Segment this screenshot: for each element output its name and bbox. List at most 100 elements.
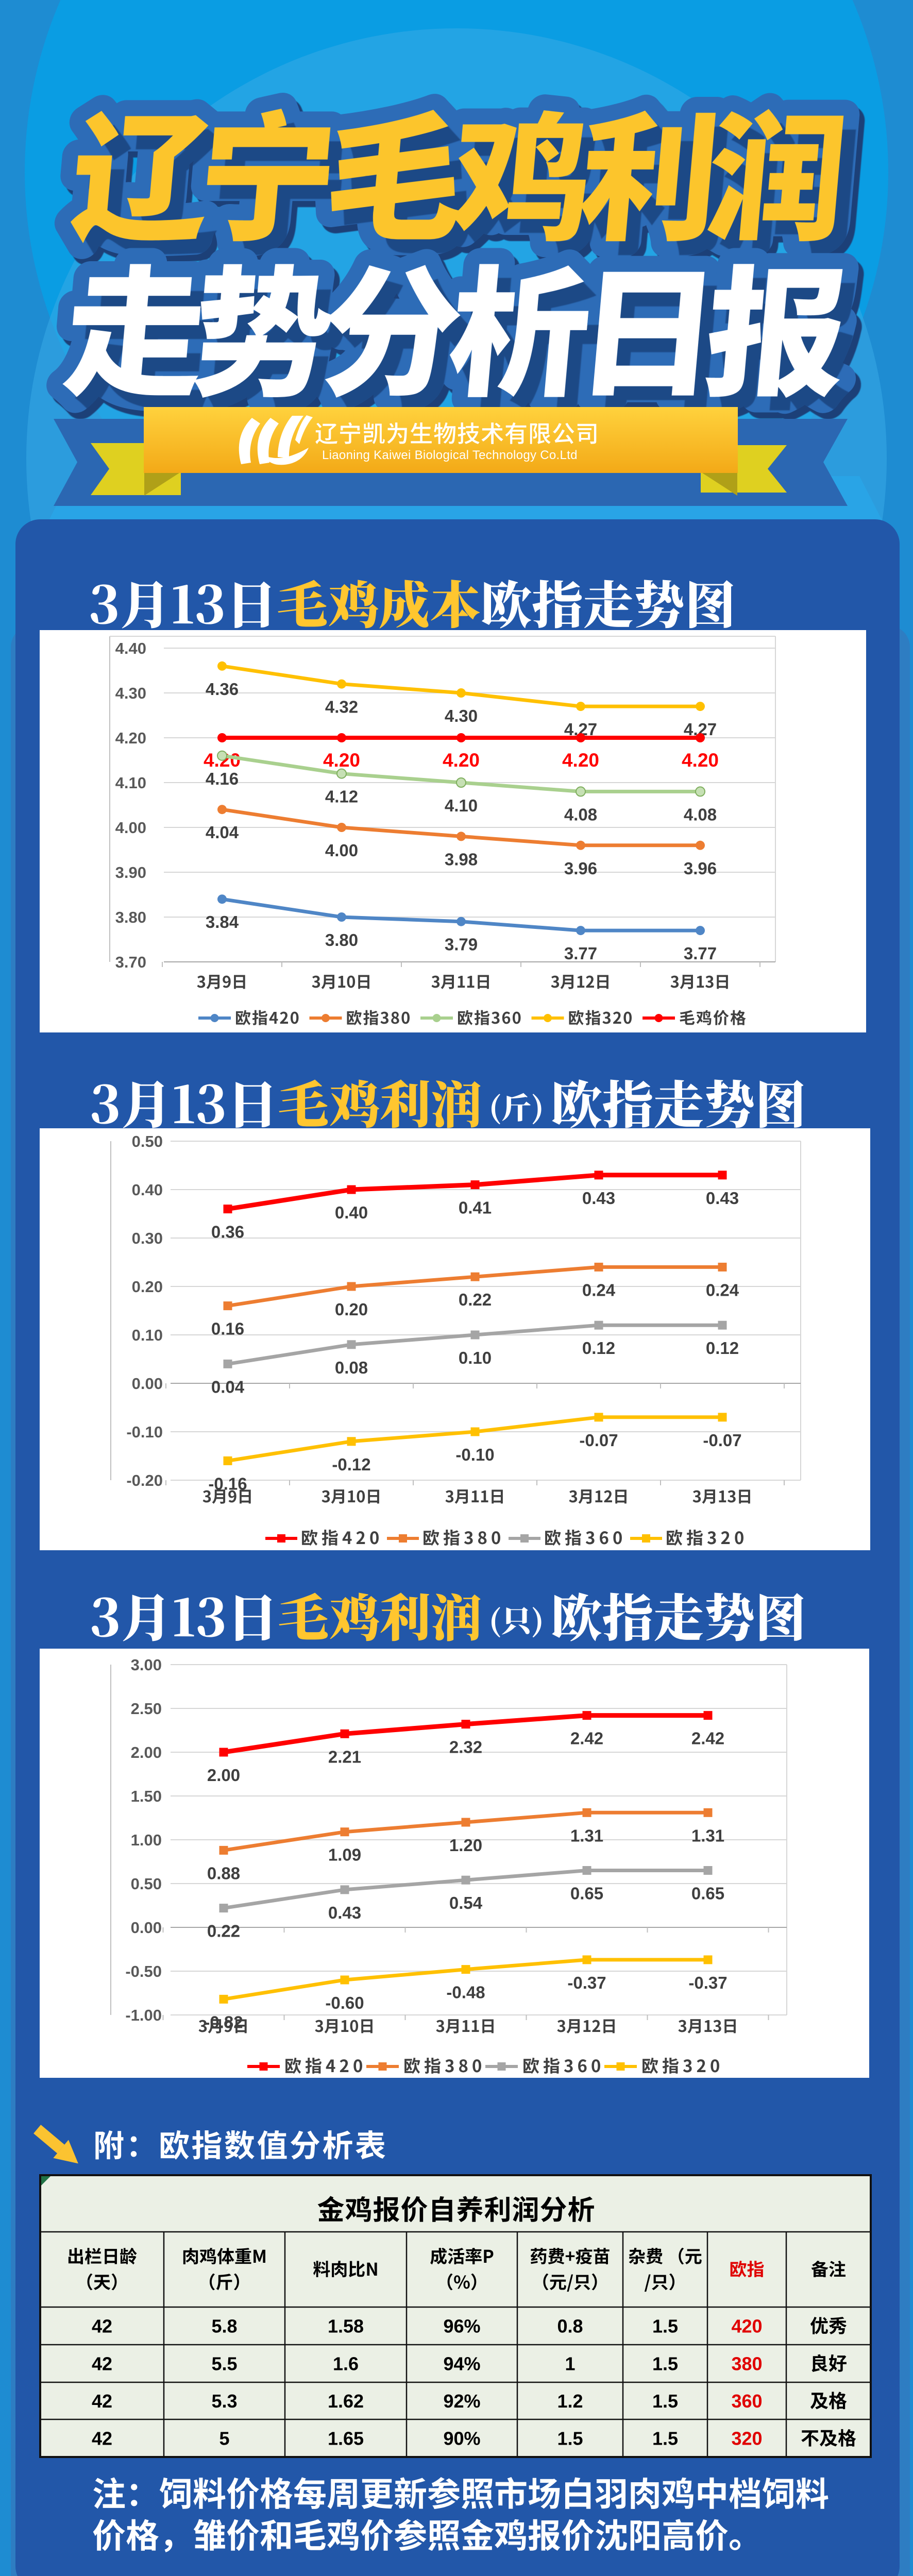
svg-text:-0.48: -0.48 (446, 1983, 485, 2002)
svg-text:1.31: 1.31 (691, 1826, 724, 1845)
svg-text:-0.37: -0.37 (567, 1973, 606, 1992)
svg-text:-0.07: -0.07 (579, 1431, 618, 1450)
svg-text:5.3: 5.3 (211, 2391, 237, 2412)
svg-text:1.2: 1.2 (557, 2391, 583, 2412)
svg-text:1.5: 1.5 (652, 2316, 678, 2337)
svg-text:3.00: 3.00 (131, 1656, 162, 1674)
svg-text:-0.20: -0.20 (126, 1471, 163, 1489)
svg-text:-0.37: -0.37 (688, 1973, 727, 1992)
svg-text:3.79: 3.79 (445, 935, 478, 954)
svg-text:3.77: 3.77 (564, 944, 597, 963)
svg-text:-0.16: -0.16 (208, 1474, 247, 1493)
svg-text:0.10: 0.10 (132, 1326, 163, 1344)
svg-text:0.8: 0.8 (557, 2316, 583, 2337)
svg-text:0.40: 0.40 (335, 1203, 368, 1222)
svg-text:0.24: 0.24 (706, 1280, 739, 1299)
svg-text:0.04: 0.04 (211, 1377, 245, 1396)
svg-text:0.12: 0.12 (582, 1338, 615, 1358)
svg-text:2.32: 2.32 (449, 1738, 482, 1757)
svg-text:2.42: 2.42 (570, 1729, 603, 1748)
svg-text:380: 380 (731, 2353, 762, 2375)
svg-text:4.30: 4.30 (445, 706, 478, 725)
svg-text:4.32: 4.32 (325, 698, 358, 717)
svg-text:0.43: 0.43 (706, 1189, 739, 1208)
svg-text:-1.00: -1.00 (125, 2006, 162, 2024)
svg-text:1.65: 1.65 (328, 2428, 364, 2449)
svg-text:0.20: 0.20 (335, 1300, 368, 1319)
svg-text:42: 42 (92, 2428, 112, 2449)
svg-text:4.00: 4.00 (115, 819, 146, 837)
svg-text:0.41: 0.41 (459, 1198, 492, 1217)
svg-text:3.80: 3.80 (115, 908, 146, 926)
svg-text:0.50: 0.50 (131, 1875, 162, 1893)
svg-text:0.22: 0.22 (459, 1290, 492, 1309)
svg-text:4.20: 4.20 (115, 729, 146, 747)
svg-text:0.22: 0.22 (207, 1922, 240, 1941)
svg-text:4.08: 4.08 (684, 805, 717, 824)
svg-text:4.08: 4.08 (564, 805, 597, 824)
svg-text:1.00: 1.00 (131, 1831, 162, 1849)
svg-text:4.00: 4.00 (325, 841, 358, 860)
svg-text:Liaoning Kaiwei Biological Tec: Liaoning Kaiwei Biological Technology Co… (322, 448, 578, 462)
svg-text:4.16: 4.16 (206, 769, 239, 788)
svg-text:4.20: 4.20 (682, 750, 719, 771)
svg-text:1.62: 1.62 (328, 2391, 364, 2412)
svg-text:1.5: 1.5 (652, 2353, 678, 2375)
svg-text:0.88: 0.88 (207, 1863, 240, 1883)
svg-text:0.43: 0.43 (582, 1189, 615, 1208)
svg-text:42: 42 (92, 2353, 112, 2375)
svg-text:-0.07: -0.07 (703, 1431, 741, 1450)
svg-text:0.20: 0.20 (132, 1278, 163, 1296)
svg-text:360: 360 (731, 2391, 762, 2412)
svg-text:4.20: 4.20 (562, 750, 599, 771)
svg-text:4.20: 4.20 (323, 750, 360, 771)
svg-text:92%: 92% (443, 2391, 480, 2412)
svg-text:96%: 96% (443, 2316, 480, 2337)
svg-text:-0.82: -0.82 (204, 2012, 243, 2031)
svg-text:90%: 90% (443, 2428, 480, 2449)
svg-text:2.00: 2.00 (131, 1743, 162, 1761)
svg-text:-0.10: -0.10 (455, 1445, 494, 1464)
svg-text:1.31: 1.31 (570, 1826, 603, 1845)
svg-text:2.42: 2.42 (691, 1729, 724, 1748)
svg-text:0.24: 0.24 (582, 1280, 616, 1299)
svg-text:4.04: 4.04 (206, 823, 239, 842)
svg-text:0.40: 0.40 (132, 1181, 163, 1199)
svg-text:5: 5 (219, 2428, 229, 2449)
svg-text:1.5: 1.5 (652, 2391, 678, 2412)
svg-text:-0.12: -0.12 (332, 1455, 370, 1474)
svg-text:1.5: 1.5 (652, 2428, 678, 2449)
svg-text:4.36: 4.36 (206, 680, 239, 699)
svg-text:1.50: 1.50 (131, 1787, 162, 1805)
svg-text:42: 42 (92, 2391, 112, 2412)
svg-text:94%: 94% (443, 2353, 480, 2375)
svg-text:3.96: 3.96 (684, 859, 717, 878)
svg-text:42: 42 (92, 2316, 112, 2337)
svg-text:4.12: 4.12 (325, 787, 358, 806)
svg-text:1.09: 1.09 (328, 1845, 361, 1865)
svg-text:1: 1 (565, 2353, 575, 2375)
svg-text:4.20: 4.20 (443, 750, 480, 771)
svg-text:-0.60: -0.60 (325, 1993, 364, 2012)
svg-text:0.36: 0.36 (211, 1223, 244, 1242)
svg-text:5.8: 5.8 (211, 2316, 237, 2337)
svg-text:0.08: 0.08 (335, 1358, 368, 1377)
svg-text:4.30: 4.30 (115, 684, 146, 702)
svg-text:0.12: 0.12 (706, 1338, 739, 1358)
svg-text:2.00: 2.00 (207, 1766, 240, 1785)
svg-text:0.65: 0.65 (691, 1884, 724, 1903)
svg-text:320: 320 (731, 2428, 762, 2449)
svg-text:3.70: 3.70 (115, 953, 146, 971)
svg-text:2.21: 2.21 (328, 1747, 361, 1766)
svg-text:1.5: 1.5 (557, 2428, 583, 2449)
svg-text:5.5: 5.5 (211, 2353, 237, 2375)
svg-text:4.10: 4.10 (115, 774, 146, 792)
svg-text:0.65: 0.65 (570, 1884, 603, 1903)
svg-text:3.90: 3.90 (115, 863, 146, 882)
svg-text:2.50: 2.50 (131, 1700, 162, 1718)
svg-text:0.30: 0.30 (132, 1229, 163, 1247)
svg-text:1.20: 1.20 (449, 1836, 482, 1855)
svg-text:3.98: 3.98 (445, 850, 478, 869)
svg-text:4.10: 4.10 (445, 796, 478, 815)
svg-text:-0.10: -0.10 (126, 1423, 163, 1441)
